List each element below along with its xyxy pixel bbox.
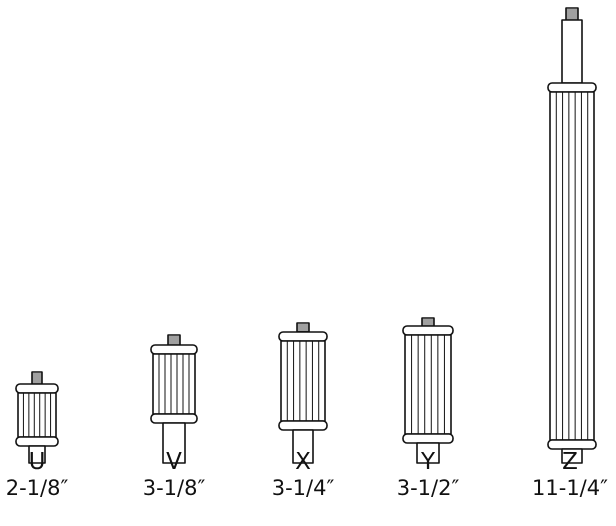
letter-v: V [166,449,182,475]
bottom-post-y [416,442,440,464]
label-v: V 3-1/8″ [114,449,234,501]
label-u: U 2-1/8″ [0,449,97,501]
letter-u: U [28,449,46,475]
bottom-collar-y [402,433,454,444]
size-y: 3-1/2″ [396,476,460,500]
bottom-collar-v [150,413,198,424]
knurled-body-x [280,340,326,422]
standoff-u [15,371,59,464]
bottom-post-u [28,445,46,464]
letter-x: X [295,449,311,475]
bottom-collar-u [15,436,59,447]
size-x: 3-1/4″ [271,476,335,500]
top-collar-z [547,82,597,93]
top-collar-u [15,383,59,394]
label-y: Y 3-1/2″ [368,449,488,501]
upper-shaft-z [561,19,583,84]
standoff-z [547,7,597,464]
bottom-collar-x [278,420,328,431]
knurled-body-v [152,353,196,415]
top-collar-x [278,331,328,342]
top-collar-y [402,325,454,336]
size-u: 2-1/8″ [5,476,69,500]
bottom-post-z [561,448,583,464]
standoff-v [150,334,198,464]
bottom-collar-z [547,439,597,450]
label-x: X 3-1/4″ [243,449,363,501]
standoff-x [278,322,328,464]
size-v: 3-1/8″ [142,476,206,500]
bottom-post-x [292,429,314,464]
label-z: Z 11-1/4″ [510,449,616,501]
letter-y: Y [420,449,436,475]
knurled-body-z [549,91,595,441]
top-collar-v [150,344,198,355]
standoff-y [402,317,454,464]
thread-pin-v [167,334,181,346]
letter-z: Z [562,449,578,475]
bottom-post-v [162,422,186,464]
size-z: 11-1/4″ [532,476,608,500]
